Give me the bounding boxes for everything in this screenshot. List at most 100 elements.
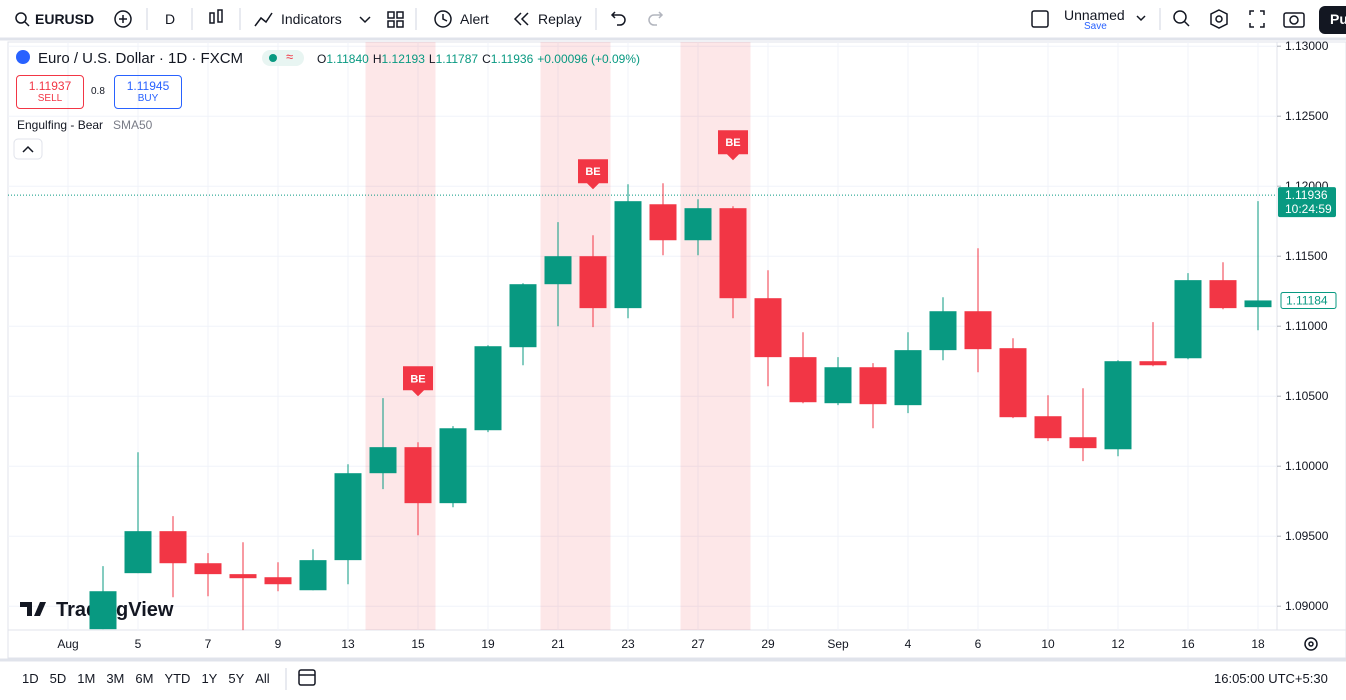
y-tick-label: 1.13000 [1285,39,1329,53]
y-tick-label: 1.12500 [1285,109,1329,123]
range-button[interactable]: 5Y [228,671,245,686]
x-tick-label: Aug [57,637,78,651]
x-tick-label: 18 [1251,637,1265,651]
last-price-badge [1280,291,1337,309]
collapse-button[interactable] [13,138,43,160]
spread: 0.8 [91,86,105,97]
pattern-highlight [680,42,751,630]
candle-body [999,348,1027,418]
candle-body [1209,280,1237,309]
candle-body [1174,280,1202,359]
candle-body [89,591,117,630]
legend-title: Euro / U.S. Dollar · 1D · FXCM [38,50,244,67]
candle-body [579,256,607,309]
current-price-badge [1278,187,1336,218]
candle-body [194,563,222,575]
clock: 16:05:00 UTC+5:30 [1214,671,1328,686]
interval[interactable]: D [165,11,176,27]
ohlc-value: 1.11840 [326,52,369,66]
candle-body [964,311,992,350]
range-button[interactable]: YTD [164,671,191,686]
pattern-marker-label: BE [410,373,425,385]
candle-body [159,531,187,564]
pattern-marker [403,366,433,397]
ohlc-label: C [482,52,491,66]
x-tick-label: 15 [411,637,425,651]
candle-body [369,447,397,474]
x-tick-label: 5 [135,637,142,651]
x-tick-label: 29 [761,637,775,651]
publish-label[interactable]: Pu [1330,11,1346,27]
candle-body [264,577,292,585]
x-tick-label: 19 [481,637,495,651]
candle-body [614,201,642,309]
x-tick-label: 16 [1181,637,1195,651]
legend-ohlc: O1.11840 H1.12193 L1.11787 C1.11936 +0.00096… [317,52,640,66]
candle-body [824,367,852,404]
pattern-marker-label: BE [725,137,740,149]
range-button[interactable]: 6M [135,671,154,686]
x-tick-label: 4 [905,637,912,651]
candle-body [719,208,747,299]
range-button[interactable]: 3M [106,671,125,686]
buy-button[interactable]: 1.11945 BUY [114,75,182,109]
save-button[interactable]: Save [1084,21,1107,32]
indicator-name: Engulfing - Bear [17,118,104,132]
range-button[interactable]: All [255,671,270,686]
buy-price: 1.11945 [126,79,170,93]
candle-body [544,256,572,285]
alert-button[interactable]: Alert [460,11,489,27]
current-price-label: 1.11936 [1285,188,1328,202]
x-tick-label: 27 [691,637,705,651]
flag-icon [16,50,30,64]
replay-button[interactable]: Replay [538,11,582,27]
candle-body [754,298,782,358]
ohlc-label: L [428,52,436,66]
symbol[interactable]: EURUSD [35,11,95,27]
x-tick-label: 7 [205,637,212,651]
candle-body [509,284,537,348]
range-button[interactable]: 1D [22,671,39,686]
candle-body [404,447,432,504]
candle-body [894,350,922,406]
ohlc-label: O [317,52,327,66]
y-tick-label: 1.10000 [1285,459,1329,473]
y-tick-label: 1.11000 [1285,319,1328,333]
range-button[interactable]: 1M [77,671,96,686]
candle-body [859,367,887,405]
countdown-label: 10:24:59 [1285,202,1332,216]
pattern-highlight [365,42,436,630]
watermark-logo [20,602,46,616]
status-pill: ≈ [262,49,304,66]
layout-name[interactable]: Unnamed [1064,7,1125,23]
ohlc-value: 1.11936 [490,52,534,66]
candle-body [229,574,257,579]
x-tick-label: 13 [341,637,355,651]
indicators-button[interactable]: Indicators [281,11,342,27]
range-button[interactable]: 1Y [201,671,218,686]
x-tick-label: 21 [551,637,565,651]
range-button[interactable]: 5D [49,671,67,686]
candle-body [789,357,817,403]
ohlc-label: H [372,52,382,66]
x-tick-label: 9 [275,637,282,651]
pattern-marker-label: BE [585,166,600,178]
candle-body [684,208,712,241]
toolbar-icons [15,8,1305,30]
publish-button[interactable] [1319,6,1346,34]
candle-body [1034,416,1062,439]
price-change: +0.00096 (+0.09%) [537,52,641,66]
x-tick-label: 23 [621,637,635,651]
sell-price: 1.11937 [28,79,72,93]
pattern-highlight [540,42,611,630]
ohlc-value: 1.12193 [381,52,425,66]
candle-body [1139,361,1167,366]
sell-button[interactable]: 1.11937 SELL [16,75,84,109]
y-tick-label: 1.10500 [1285,389,1329,403]
candle-body [299,560,327,591]
collapse-icon [22,145,34,153]
x-tick-label: 10 [1041,637,1055,651]
plot: Aug 5 7 9 13 15 19 21 23 27 29 Sep 4 6 10 12 16 18 1.09000… [8,39,1337,651]
